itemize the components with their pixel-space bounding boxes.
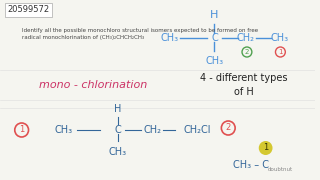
Text: 1: 1	[263, 143, 268, 152]
Text: CH₃: CH₃	[55, 125, 73, 135]
Text: C: C	[115, 125, 121, 135]
Text: Identify all the possible monochloro structural isomers expected to be formed on: Identify all the possible monochloro str…	[22, 28, 258, 40]
Text: 4 - different types
of H: 4 - different types of H	[200, 73, 288, 97]
Text: 2: 2	[226, 123, 231, 132]
Text: 1: 1	[278, 49, 283, 55]
Text: H: H	[114, 104, 122, 114]
Circle shape	[259, 141, 273, 155]
Text: doubtnut: doubtnut	[268, 167, 293, 172]
Text: 1: 1	[19, 125, 24, 134]
Text: CH₂: CH₂	[237, 33, 255, 43]
Text: CH₃: CH₃	[270, 33, 288, 43]
Text: CH₃: CH₃	[109, 147, 127, 157]
Text: 20599572: 20599572	[8, 5, 50, 14]
Text: 2: 2	[245, 49, 249, 55]
Text: CH₃: CH₃	[160, 33, 178, 43]
Text: CH₃ – C: CH₃ – C	[233, 160, 269, 170]
Text: CH₂Cl: CH₂Cl	[183, 125, 211, 135]
Text: mono - chlorination: mono - chlorination	[39, 80, 148, 90]
Text: CH₂: CH₂	[143, 125, 162, 135]
Text: CH₃: CH₃	[205, 56, 224, 66]
Text: C: C	[211, 33, 218, 43]
Text: H: H	[210, 10, 219, 20]
